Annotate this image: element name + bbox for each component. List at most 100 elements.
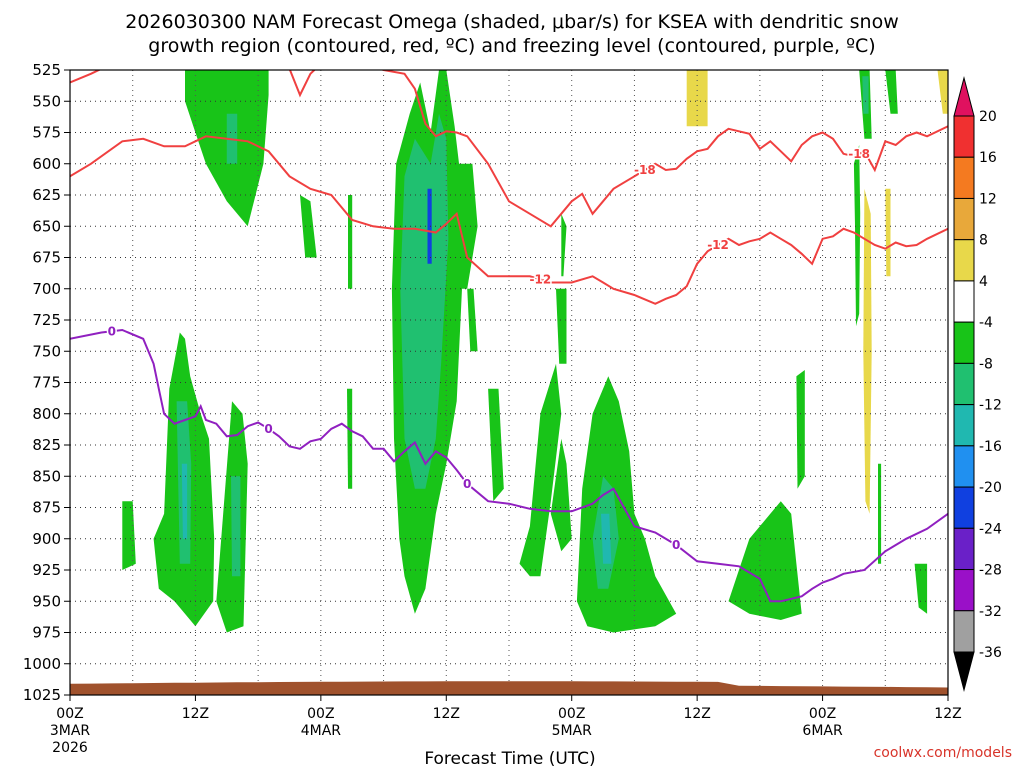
colorbar-segment [953, 156, 975, 199]
colorbar-label: -36 [979, 645, 1002, 661]
contour-label: 0 [108, 324, 116, 338]
colorbar-label: -32 [979, 604, 1002, 620]
colorbar-label: -24 [979, 521, 1002, 537]
omega-area-hour77 [878, 463, 882, 564]
credit-link[interactable]: coolwx.com/models [874, 745, 1012, 761]
y-tick-label: 575 [32, 124, 61, 142]
contour-label: -18 [848, 147, 870, 161]
colorbar-segment [953, 115, 975, 158]
colorbar-label: 16 [979, 150, 997, 166]
colorbar-label: -16 [979, 439, 1002, 455]
omega-area-hour38 [456, 163, 478, 289]
colorbar-segment [953, 527, 975, 571]
colorbar-label: -8 [979, 356, 993, 372]
y-tick-label: 1000 [23, 655, 61, 673]
omega-area-hour68 [728, 501, 802, 620]
y-tick-label: 1025 [23, 686, 61, 704]
colorbar-segment [953, 321, 975, 364]
x-tick-label: 00Z [56, 706, 83, 722]
y-tick-label: 725 [32, 311, 61, 329]
colorbar-segment [953, 445, 975, 488]
omega-area-hour27a [348, 195, 353, 289]
omega-positive-hour76 [863, 188, 872, 514]
y-tick-label: 925 [32, 561, 61, 579]
y-tick-label: 675 [32, 249, 61, 267]
x-axis-label: Forecast Time (UTC) [424, 749, 595, 768]
omega-positive-hour78 [885, 188, 891, 277]
omega-shading [122, 70, 948, 633]
chart-title-line1: 2026030300 NAM Forecast Omega (shaded, μ… [125, 11, 898, 33]
x-tick-label: 12Z [433, 706, 460, 722]
colorbar-label: 8 [979, 233, 988, 249]
omega-positive-hour60 [686, 70, 708, 127]
y-tick-label: 975 [32, 624, 61, 642]
y-tick-label: 625 [32, 186, 61, 204]
omega-area-hour10-inner [181, 463, 188, 539]
y-tick-label: 900 [32, 530, 61, 548]
x-tick-date: 6MAR [802, 723, 843, 739]
x-tick-label: 00Z [558, 706, 585, 722]
x-tick-date: 3MAR [50, 723, 91, 739]
x-tick-label: 00Z [809, 706, 836, 722]
y-tick-label: 600 [32, 155, 61, 173]
omega-area-hour47c [561, 213, 567, 277]
colorbar-label: -28 [979, 563, 1002, 579]
plot-area: -12 -12 -18 -18 0 0 0 0 [70, 70, 948, 695]
omega-area-hour23 [300, 195, 317, 258]
colorbar-segment [953, 404, 975, 447]
colorbar-label: -20 [979, 480, 1002, 496]
colorbar-segment [953, 569, 975, 612]
surface-terrain-band [70, 681, 948, 695]
chart-title-line2: growth region (contoured, red, ºC) and f… [148, 35, 875, 57]
y-tick-label: 825 [32, 436, 61, 454]
y-tick-label: 950 [32, 592, 61, 610]
colorbar-label: -4 [979, 315, 993, 331]
colorbar-label: 20 [979, 109, 997, 125]
colorbar-segment [953, 197, 975, 241]
contour-line-isotherm-1 [70, 70, 948, 228]
y-tick-label: 800 [32, 405, 61, 423]
y-tick-label: 850 [32, 467, 61, 485]
y-tick-label: 525 [32, 61, 61, 79]
y-tick-label: 875 [32, 499, 61, 517]
colorbar-label: 12 [979, 191, 997, 207]
omega-area-main-strong [427, 188, 432, 264]
omega-area-hour45 [519, 363, 562, 577]
colorbar-segment [953, 362, 975, 406]
contour-line-isotherm-0 [70, 135, 948, 305]
grid-lines [70, 70, 948, 695]
x-tick-label: 12Z [182, 706, 209, 722]
omega-area-hour76-core [862, 76, 869, 114]
y-tick-label: 650 [32, 217, 61, 235]
colorbar-segment [953, 610, 975, 653]
omega-area-main-mid [400, 113, 449, 489]
contour-line-freezing [70, 328, 948, 603]
contour-label: -18 [634, 163, 656, 177]
y-tick-label: 550 [32, 92, 61, 110]
omega-area-hour70 [796, 370, 805, 489]
omega-area-hour38b [467, 288, 478, 352]
contour-label: 0 [672, 538, 680, 552]
colorbar: 20 16 12 8 4 -4 -8 -12 -16 -20 -24 -28 -32 -36 [953, 76, 1002, 692]
y-tick-label: 775 [32, 374, 61, 392]
x-tick-label: 00Z [307, 706, 334, 722]
colorbar-segment [953, 280, 975, 323]
omega-area-hour5 [122, 501, 136, 570]
omega-area-hour47b [550, 438, 572, 552]
contour-label: 0 [264, 422, 272, 436]
colorbar-label: 4 [979, 274, 988, 290]
omega-positive-hour84 [937, 70, 948, 114]
x-tick-date: 4MAR [301, 723, 342, 739]
contour-label: -12 [707, 238, 729, 252]
colorbar-label: -12 [979, 398, 1002, 414]
omega-area-hour81 [914, 563, 928, 614]
omega-area-hour15-core [231, 476, 241, 577]
x-tick-label: 12Z [934, 706, 961, 722]
omega-area-hour75 [853, 145, 861, 327]
omega-area-hour78-top [885, 70, 898, 114]
x-tick-date: 5MAR [552, 723, 593, 739]
omega-area-hour47 [556, 288, 567, 364]
x-tick-label: 12Z [683, 706, 710, 722]
